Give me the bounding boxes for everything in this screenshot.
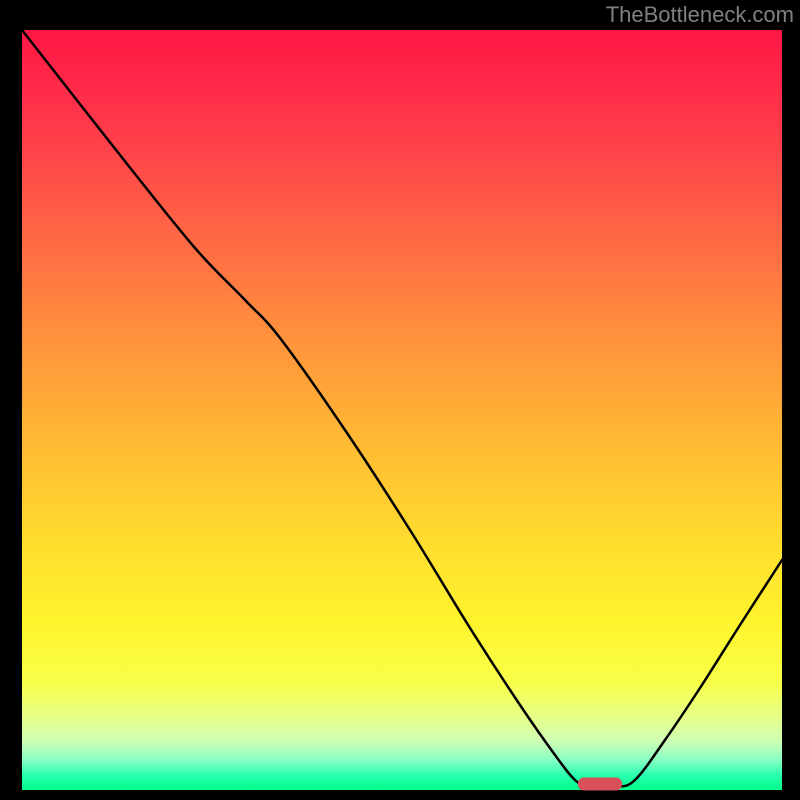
watermark-text: TheBottleneck.com: [606, 2, 794, 28]
chart-svg: [0, 0, 800, 800]
chart-gradient-bg: [22, 30, 782, 790]
bottleneck-chart: [0, 0, 800, 800]
optimal-marker: [578, 778, 622, 791]
